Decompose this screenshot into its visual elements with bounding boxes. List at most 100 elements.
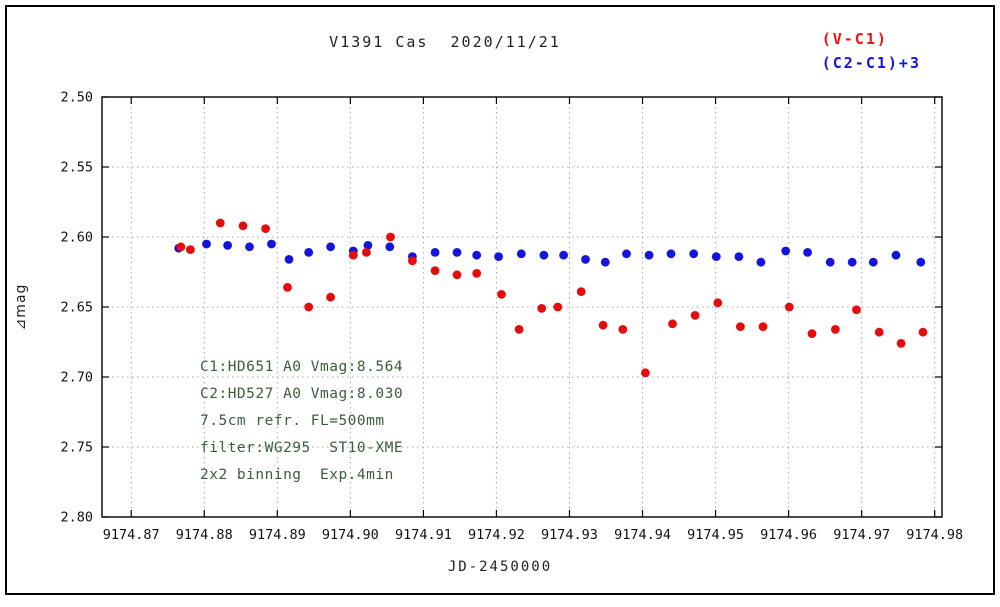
data-point xyxy=(581,255,590,264)
legend: (V-C1) (C2-C1)+3 xyxy=(822,27,921,75)
data-point xyxy=(267,239,276,249)
plot-area: 9174.87 9174.88 9174.89 9174.90 9174.91 9174.… xyxy=(60,90,963,544)
gridlines xyxy=(102,97,942,517)
chart-title: V1391 Cas 2020/11/21 xyxy=(329,33,561,51)
data-point xyxy=(537,304,547,313)
data-point xyxy=(891,250,901,260)
data-point xyxy=(385,242,395,252)
data-point xyxy=(539,250,549,260)
data-point xyxy=(600,257,610,267)
data-point xyxy=(326,242,335,252)
data-point xyxy=(641,368,650,378)
x-tick-labels: 9174.87 9174.88 9174.89 9174.90 9174.91 9174.… xyxy=(103,527,963,543)
annotation-block: C1:HD651 A0 Vmag:8.564 C2:HD527 A0 Vmag:… xyxy=(200,354,403,489)
data-point xyxy=(756,257,766,267)
data-point xyxy=(283,283,292,292)
data-point xyxy=(668,319,677,329)
data-point xyxy=(202,239,211,249)
svg-text:9174.87: 9174.87 xyxy=(103,527,160,543)
data-point xyxy=(430,266,440,275)
data-point xyxy=(284,255,294,264)
series-c2-c1 xyxy=(174,239,926,267)
svg-text:9174.95: 9174.95 xyxy=(687,527,744,543)
annotation-c1: C1:HD651 A0 Vmag:8.564 xyxy=(200,359,404,375)
data-point xyxy=(916,257,926,267)
data-point xyxy=(622,249,631,259)
x-axis-label: JD-2450000 xyxy=(447,559,553,575)
data-point xyxy=(734,252,744,261)
data-point xyxy=(689,249,699,259)
data-point xyxy=(559,250,568,260)
data-point xyxy=(386,232,395,242)
data-point xyxy=(847,257,857,267)
svg-text:2.60: 2.60 xyxy=(60,230,93,246)
data-point xyxy=(758,322,768,331)
data-point xyxy=(245,242,254,252)
svg-text:2.50: 2.50 xyxy=(60,90,93,106)
data-point xyxy=(690,311,700,320)
data-point xyxy=(494,252,503,261)
data-point xyxy=(362,248,371,257)
svg-text:9174.94: 9174.94 xyxy=(614,527,671,543)
data-point xyxy=(644,250,654,260)
data-point xyxy=(304,302,314,312)
data-point xyxy=(452,270,462,280)
data-point xyxy=(852,305,861,315)
data-point xyxy=(825,257,835,267)
data-point xyxy=(598,320,608,330)
data-point xyxy=(497,290,506,299)
data-point xyxy=(363,241,373,250)
data-point xyxy=(452,248,462,257)
data-point xyxy=(553,302,563,312)
svg-text:9174.93: 9174.93 xyxy=(541,527,598,543)
data-point xyxy=(176,242,186,252)
data-point xyxy=(238,221,248,231)
data-point xyxy=(472,250,482,260)
annotation-telescope: 7.5cm refr. FL=500mm xyxy=(200,413,385,429)
svg-text:9174.92: 9174.92 xyxy=(468,527,525,543)
data-point xyxy=(516,249,526,259)
tick-marks xyxy=(102,96,942,518)
data-point xyxy=(784,302,794,312)
svg-text:9174.96: 9174.96 xyxy=(760,527,817,543)
data-point xyxy=(831,325,840,334)
data-point xyxy=(223,241,233,250)
legend-item-v-c1: (V-C1) xyxy=(821,30,888,48)
svg-text:2.70: 2.70 xyxy=(60,370,93,386)
svg-text:9174.91: 9174.91 xyxy=(395,527,452,543)
annotation-c2: C2:HD527 A0 Vmag:8.030 xyxy=(200,386,404,402)
data-point xyxy=(618,325,628,334)
data-point xyxy=(713,298,723,308)
y-tick-labels: 2.50 2.55 2.60 2.65 2.70 2.75 2.80 xyxy=(60,90,93,526)
svg-text:2.65: 2.65 xyxy=(60,300,93,316)
svg-text:9174.98: 9174.98 xyxy=(906,527,963,543)
data-point xyxy=(807,329,817,338)
legend-item-c2-c1: (C2-C1)+3 xyxy=(821,54,921,72)
data-point xyxy=(304,248,314,257)
data-point xyxy=(874,327,884,337)
plot-border xyxy=(101,96,943,518)
svg-text:9174.90: 9174.90 xyxy=(322,527,379,543)
data-point xyxy=(326,292,335,302)
data-point xyxy=(736,322,745,331)
svg-text:9174.88: 9174.88 xyxy=(176,527,233,543)
data-point xyxy=(408,256,417,266)
data-point xyxy=(261,224,270,234)
annotation-filter-camera: filter:WG295 ST10-XME xyxy=(200,440,404,456)
svg-text:2.80: 2.80 xyxy=(60,510,93,526)
data-point xyxy=(918,327,928,337)
svg-text:9174.89: 9174.89 xyxy=(249,527,306,543)
data-point xyxy=(430,248,440,257)
svg-text:2.55: 2.55 xyxy=(60,160,93,176)
data-point xyxy=(711,252,721,261)
svg-text:2.75: 2.75 xyxy=(60,440,93,456)
data-point xyxy=(803,248,812,257)
figure-frame: V1391 Cas 2020/11/21 (V-C1) (C2-C1)+3 ⊿m… xyxy=(5,5,995,595)
data-point xyxy=(666,249,676,259)
data-point xyxy=(781,246,791,256)
data-point xyxy=(868,257,878,267)
data-point xyxy=(896,339,906,348)
data-point xyxy=(514,325,524,334)
data-point xyxy=(472,269,482,278)
data-point xyxy=(215,218,225,228)
